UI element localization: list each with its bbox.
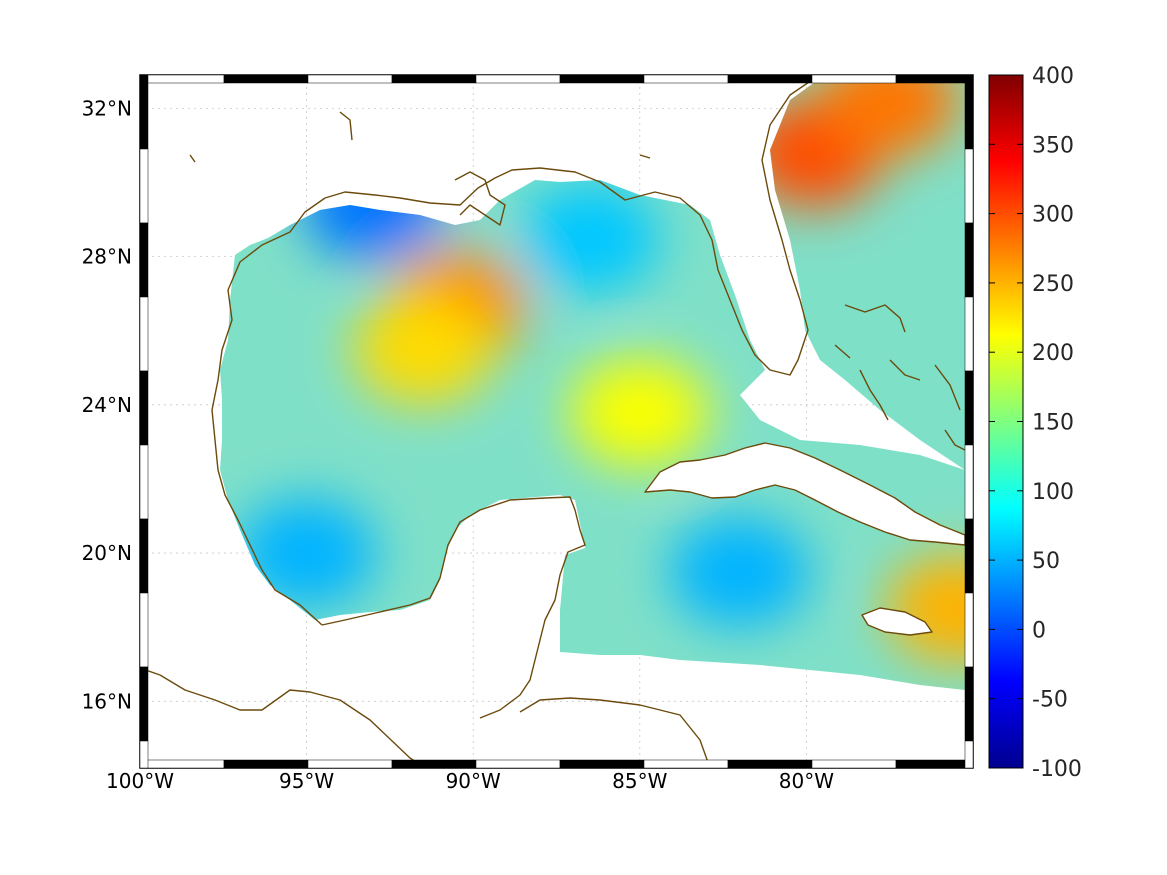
colorbar-tick-label: 0 xyxy=(1032,618,1046,643)
frame-block xyxy=(559,74,645,84)
bahamas-islands xyxy=(834,304,961,421)
yucatan-coastline xyxy=(321,496,586,719)
field-feature xyxy=(519,183,660,294)
frame-block xyxy=(964,592,974,668)
frame-block xyxy=(307,759,393,769)
longitude-tick-label: 90°W xyxy=(446,769,501,793)
frame-block xyxy=(964,222,974,298)
longitude-tick-label: 95°W xyxy=(279,769,334,793)
frame-block xyxy=(964,666,974,742)
field-feature xyxy=(669,516,810,627)
central-america-coastline xyxy=(519,697,711,768)
frame-block xyxy=(139,666,149,742)
frame-block xyxy=(391,74,477,84)
field-feature xyxy=(353,294,494,405)
latitude-labels: 32°N 28°N 24°N 20°N 16°N xyxy=(82,96,132,713)
frame-block xyxy=(643,74,729,84)
frame-block xyxy=(139,222,149,298)
coastlines xyxy=(140,77,966,768)
field-feature xyxy=(569,357,710,468)
frame-block xyxy=(964,740,974,769)
latitude-tick-label: 28°N xyxy=(82,245,132,269)
jamaica-island xyxy=(861,607,933,636)
latitude-tick-label: 20°N xyxy=(82,541,132,565)
longitude-labels: 100°W 95°W 90°W 85°W 80°W xyxy=(106,769,834,793)
frame-block xyxy=(643,759,729,769)
colorbar-tick-label: -50 xyxy=(1032,688,1068,713)
frame-block xyxy=(139,759,225,769)
frame-block xyxy=(139,740,149,769)
colorbar-tick-label: 400 xyxy=(1032,64,1074,89)
frame-block xyxy=(391,759,477,769)
frame-block xyxy=(475,759,561,769)
frame-block xyxy=(475,74,561,84)
frame-block xyxy=(139,370,149,446)
frame-block xyxy=(964,518,974,594)
frame-block xyxy=(139,148,149,224)
latitude-tick-label: 24°N xyxy=(82,393,132,417)
colorbar-tick-label: 150 xyxy=(1032,411,1074,436)
field-feature xyxy=(886,553,965,664)
frame-block xyxy=(139,444,149,520)
colorbar-tick-label: 350 xyxy=(1032,133,1074,158)
colorbar-tick-label: 50 xyxy=(1032,549,1060,574)
frame-block xyxy=(964,74,974,150)
longitude-tick-label: 80°W xyxy=(779,769,834,793)
frame-block xyxy=(139,74,225,84)
latitude-tick-label: 16°N xyxy=(82,689,132,713)
frame-block xyxy=(139,592,149,668)
colorbar-tick-label: 250 xyxy=(1032,272,1074,297)
sea-level-field xyxy=(220,82,965,690)
colorbar-tick-label: 100 xyxy=(1032,480,1074,505)
frame-block xyxy=(727,759,813,769)
field-feature xyxy=(236,498,377,609)
frame-ticks xyxy=(139,74,974,769)
frame-block xyxy=(964,148,974,224)
hispaniola-edge xyxy=(944,429,966,451)
frame-block xyxy=(964,370,974,446)
colorbar-tick-label: 300 xyxy=(1032,203,1074,228)
frame-block xyxy=(964,444,974,520)
inland-lakes xyxy=(189,111,651,163)
frame-block xyxy=(139,296,149,372)
longitude-tick-label: 100°W xyxy=(106,769,174,793)
field-feature xyxy=(303,149,444,260)
frame-block xyxy=(811,74,897,84)
louisiana-delta xyxy=(454,171,506,226)
frame-block xyxy=(559,759,645,769)
frame-block xyxy=(727,74,813,84)
frame-block xyxy=(223,759,309,769)
gulf-coastline xyxy=(140,77,816,768)
frame-block xyxy=(964,296,974,372)
colorbar-tick-label: -100 xyxy=(1032,757,1082,782)
frame-block xyxy=(895,759,974,769)
colorbar-labels: 400 350 300 250 200 150 100 50 0 -50 -100 xyxy=(989,64,1082,782)
frame-block xyxy=(139,518,149,594)
colorbar-tick-label: 200 xyxy=(1032,341,1074,366)
field-feature xyxy=(819,82,960,156)
frame-block xyxy=(139,74,149,150)
latitude-tick-label: 32°N xyxy=(82,96,132,120)
frame-block xyxy=(307,74,393,84)
frame-block xyxy=(895,74,974,84)
frame-block xyxy=(811,759,897,769)
frame-block xyxy=(223,74,309,84)
longitude-tick-label: 85°W xyxy=(612,769,667,793)
